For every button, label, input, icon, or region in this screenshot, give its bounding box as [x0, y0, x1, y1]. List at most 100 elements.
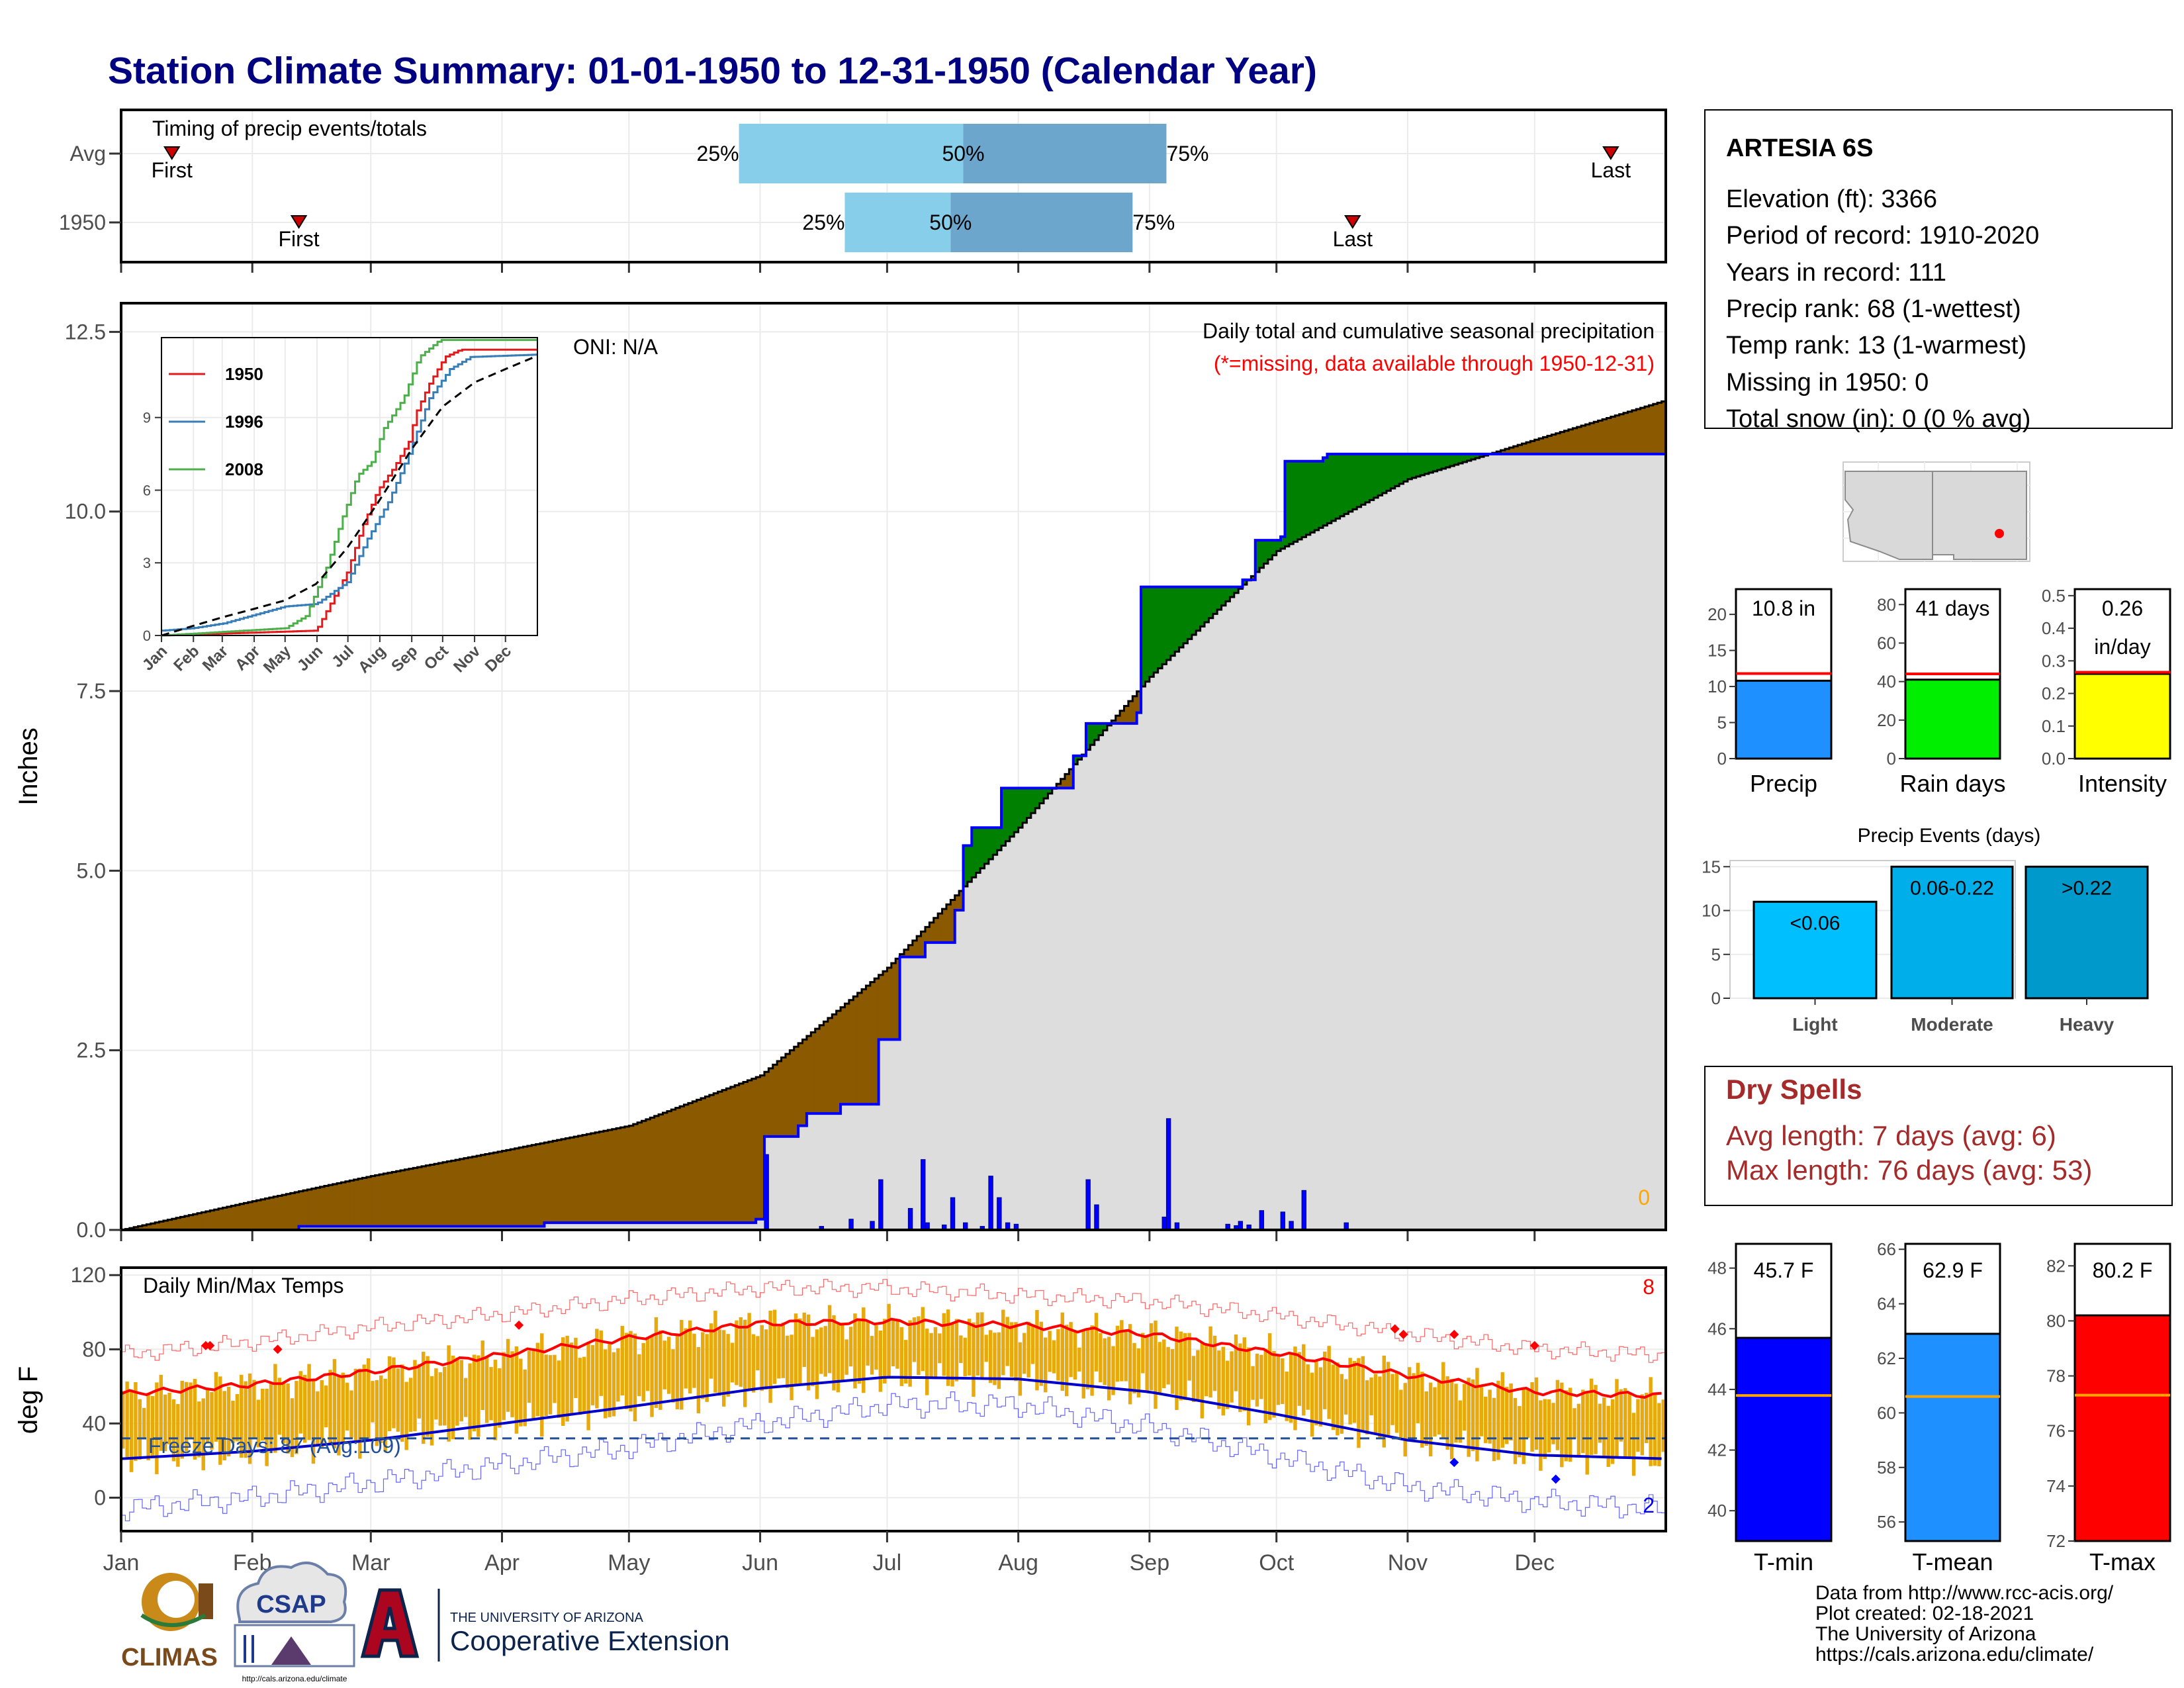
- daily-temp-bar: [557, 1360, 561, 1419]
- timing-row-label-year: 1950: [59, 211, 106, 234]
- daily-temp-bar: [1323, 1351, 1327, 1409]
- record-low-marker: [1551, 1474, 1561, 1484]
- daily-temp-bar: [1649, 1377, 1653, 1466]
- daily-temp-bar: [1576, 1403, 1581, 1456]
- daily-temp-bar: [184, 1382, 189, 1452]
- daily-temp-bar: [527, 1350, 531, 1403]
- daily-temp-bar: [624, 1333, 629, 1409]
- stat-y-tick-label: 5: [1717, 713, 1727, 733]
- daily-temp-bar: [760, 1325, 764, 1391]
- stat-y-tick-label: 0.0: [2042, 749, 2066, 769]
- daily-temp-bar: [1357, 1358, 1361, 1448]
- daily-temp-bar: [379, 1375, 383, 1443]
- month-label: Mar: [351, 1550, 390, 1575]
- daily-temp-bar: [531, 1350, 535, 1420]
- daily-temp-bar: [862, 1307, 866, 1393]
- daily-temp-bar: [1530, 1382, 1534, 1452]
- stats-bars: 10.8 in 0 5 10 15 20 Precip 41 days 0 20 40 60 80 Rai…: [1707, 586, 2171, 797]
- temp-stat-y-tick-label: 76: [2046, 1421, 2066, 1441]
- timing-first-label: First: [152, 158, 193, 182]
- daily-precip-bar: [921, 1159, 926, 1231]
- daily-temp-bar: [1572, 1408, 1576, 1439]
- stat-y-tick-label: 0.3: [2042, 651, 2066, 671]
- temp-panel-label: Daily Min/Max Temps: [143, 1274, 343, 1297]
- daily-temp-bar: [375, 1380, 379, 1446]
- daily-temp-bar: [341, 1372, 345, 1443]
- daily-temp-bar: [311, 1381, 316, 1464]
- daily-temp-bar: [1369, 1377, 1373, 1416]
- daily-temp-bar: [806, 1314, 811, 1391]
- daily-precip-bar: [1085, 1179, 1091, 1231]
- daily-temp-bar: [1154, 1320, 1158, 1409]
- daily-temp-bar: [1445, 1376, 1449, 1450]
- daily-temp-bar: [1399, 1389, 1403, 1438]
- daily-temp-bar: [878, 1330, 883, 1392]
- timing-row-label-avg: Avg: [69, 142, 106, 165]
- daily-temp-bar: [1234, 1334, 1238, 1391]
- daily-temp-bar: [1128, 1324, 1132, 1405]
- ua-logo: THE UNIVERSITY OF ARIZONA Cooperative Ex…: [360, 1588, 730, 1662]
- daily-temp-bar: [1251, 1366, 1255, 1400]
- dry-spells-box: Dry Spells Avg length: 7 days (avg: 6) M…: [1704, 1066, 2173, 1206]
- daily-temp-bar: [506, 1338, 510, 1412]
- observed-cumulative-line: [121, 452, 1666, 1231]
- daily-temp-bar: [637, 1354, 641, 1397]
- daily-temp-bar: [815, 1329, 819, 1399]
- timing-last-label: Last: [1333, 227, 1373, 251]
- daily-temp-bar: [1124, 1329, 1128, 1382]
- daily-temp-bar: [1009, 1322, 1014, 1378]
- daily-temp-bar: [523, 1369, 527, 1427]
- timing-bar-q2: [950, 193, 1133, 252]
- y-tick-label: 10.0: [65, 500, 106, 524]
- daily-temp-bar: [608, 1344, 612, 1417]
- month-label: Oct: [1259, 1550, 1294, 1575]
- daily-temp-bar: [1412, 1373, 1416, 1441]
- daily-precip-bar: [950, 1197, 956, 1231]
- temp-stat-category-label: T-mean: [1912, 1548, 1993, 1575]
- timing-q75-label: 75%: [1166, 142, 1208, 165]
- daily-temp-bar: [451, 1355, 455, 1440]
- y-tick-label: 7.5: [77, 679, 106, 703]
- stat-y-tick-label: 80: [1877, 594, 1896, 614]
- daily-temp-bar: [205, 1389, 210, 1444]
- daily-temp-bar: [764, 1329, 768, 1390]
- daily-temp-bar: [332, 1359, 337, 1449]
- daily-temp-bar: [620, 1325, 624, 1396]
- daily-temp-bar: [844, 1339, 848, 1375]
- station-period: Period of record: 1910-2020: [1726, 222, 2039, 250]
- daily-temp-bar: [1306, 1364, 1310, 1410]
- daily-temp-bar: [1289, 1352, 1293, 1423]
- station-info-box: ARTESIA 6S Elevation (ft): 3366 Period o…: [1704, 109, 2173, 433]
- daily-temp-bar: [713, 1311, 717, 1393]
- timing-q50-label: 50%: [942, 142, 984, 165]
- daily-temp-bar: [1318, 1367, 1323, 1427]
- daily-temp-bar: [751, 1334, 756, 1393]
- daily-temp-bar: [1560, 1382, 1564, 1468]
- station-elevation: Elevation (ft): 3366: [1726, 185, 1937, 213]
- daily-temp-bar: [650, 1335, 654, 1417]
- daily-temp-bar: [146, 1393, 150, 1461]
- daily-temp-bar: [1263, 1348, 1267, 1424]
- daily-temp-bar: [726, 1334, 730, 1397]
- daily-temp-bar: [468, 1363, 472, 1440]
- daily-temp-bar: [383, 1378, 387, 1452]
- temp-stat-y-tick-label: 62: [1877, 1348, 1896, 1368]
- daily-temp-bar: [1267, 1333, 1272, 1421]
- stat-y-tick-label: 10: [1707, 677, 1727, 696]
- daily-temp-bar: [1331, 1364, 1336, 1430]
- y-tick-label: 40: [82, 1411, 106, 1435]
- daily-temp-bar: [1619, 1389, 1623, 1442]
- daily-temp-bar: [438, 1372, 443, 1426]
- daily-temp-bar: [1631, 1413, 1636, 1476]
- daily-precip-bar: [907, 1207, 913, 1231]
- daily-temp-bar: [1005, 1317, 1009, 1366]
- daily-temp-bar: [286, 1383, 290, 1454]
- daily-temp-bar: [1518, 1406, 1522, 1458]
- daily-temp-bar: [938, 1333, 942, 1364]
- daily-temp-bar: [519, 1358, 523, 1427]
- record-high-marker: [1529, 1340, 1539, 1350]
- daily-temp-bar: [633, 1333, 637, 1422]
- daily-temp-bar: [422, 1352, 426, 1444]
- daily-temp-bar: [1069, 1322, 1073, 1378]
- daily-temp-bar: [565, 1335, 569, 1422]
